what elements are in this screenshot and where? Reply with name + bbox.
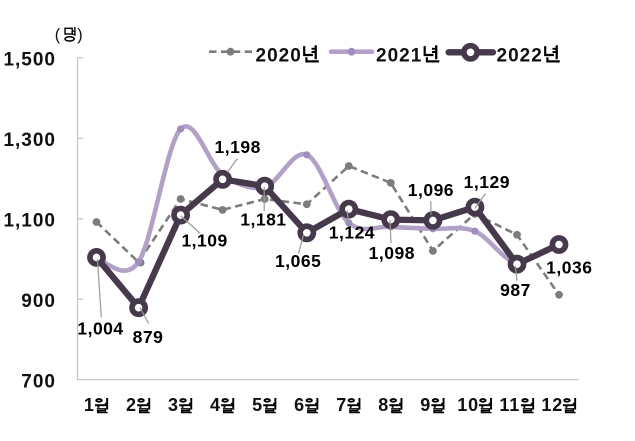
svg-text:900: 900 (21, 291, 56, 312)
svg-text:1,109: 1,109 (181, 231, 227, 251)
svg-text:1,198: 1,198 (215, 137, 261, 157)
svg-text:700: 700 (21, 372, 56, 393)
svg-text:1,096: 1,096 (408, 180, 454, 200)
svg-text:1,300: 1,300 (3, 130, 56, 151)
svg-text:(: ( (55, 26, 61, 44)
svg-text:1,124: 1,124 (329, 222, 375, 242)
svg-text:987: 987 (500, 280, 531, 300)
svg-text:2: 2 (126, 395, 137, 415)
svg-text:5: 5 (252, 395, 263, 415)
svg-text:2022: 2022 (497, 45, 543, 66)
svg-text:1,004: 1,004 (77, 319, 123, 339)
svg-text:7: 7 (336, 395, 347, 415)
svg-text:4: 4 (210, 395, 221, 415)
svg-text:1: 1 (84, 395, 95, 415)
svg-text:1,181: 1,181 (240, 209, 286, 229)
svg-text:10: 10 (457, 395, 479, 415)
svg-text:1,098: 1,098 (369, 243, 415, 263)
svg-text:9: 9 (420, 395, 431, 415)
svg-text:879: 879 (133, 327, 164, 347)
svg-text:3: 3 (168, 395, 179, 415)
svg-text:1,129: 1,129 (464, 172, 510, 192)
svg-text:6: 6 (294, 395, 305, 415)
svg-text:1,500: 1,500 (3, 50, 56, 71)
svg-text:1,036: 1,036 (546, 258, 592, 278)
svg-text:12: 12 (541, 395, 563, 415)
svg-text:1,100: 1,100 (3, 211, 56, 232)
svg-text:8: 8 (378, 395, 389, 415)
svg-text:2020: 2020 (256, 45, 302, 66)
svg-text:): ) (77, 26, 82, 44)
svg-text:1,065: 1,065 (275, 251, 321, 271)
svg-text:11: 11 (499, 395, 520, 415)
svg-text:2021: 2021 (376, 45, 422, 66)
